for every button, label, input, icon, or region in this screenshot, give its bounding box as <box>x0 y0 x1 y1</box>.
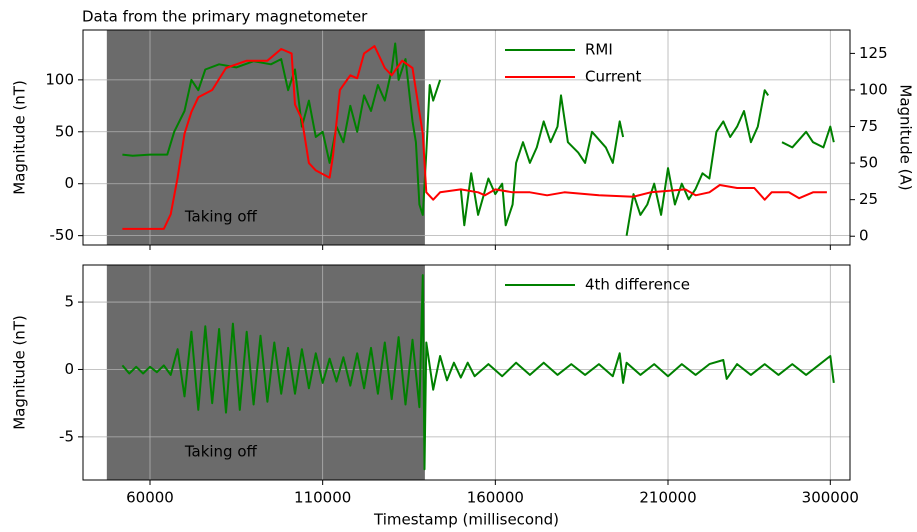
series-line <box>121 274 835 471</box>
y-tick-label: 0 <box>64 360 74 378</box>
y2-tick-label: 125 <box>859 44 888 62</box>
y2-tick-label: 100 <box>859 80 888 98</box>
y-axis-label: Magnitude (nT) <box>11 315 29 430</box>
y2-axis-label: Magnitude (A) <box>897 84 915 190</box>
legend-label: RMI <box>585 41 613 59</box>
x-tick-label: 60000 <box>126 489 174 507</box>
highlight-label: Taking off <box>184 208 258 226</box>
x-axis-label: Timestamp (millisecond) <box>373 511 559 529</box>
highlight-region <box>106 30 425 245</box>
highlight-label: Taking off <box>184 443 258 461</box>
legend-label: 4th difference <box>585 276 690 294</box>
series-line <box>122 42 835 236</box>
y2-tick-label: 0 <box>859 227 869 245</box>
axes-frame <box>82 264 851 481</box>
y2-tick-label: 50 <box>859 154 878 172</box>
y-tick-label: -5 <box>59 427 74 445</box>
y-tick-label: 50 <box>55 122 74 140</box>
y2-tick-label: 25 <box>859 190 878 208</box>
highlight-region <box>106 265 425 480</box>
y-tick-label: -50 <box>50 226 75 244</box>
legend-label: Current <box>585 68 641 86</box>
series-line <box>122 45 827 230</box>
y-tick-label: 0 <box>64 174 74 192</box>
x-tick-label: 300000 <box>802 489 859 507</box>
x-tick-label: 210000 <box>639 489 696 507</box>
axes-frame <box>82 29 851 246</box>
chart-title: Data from the primary magnetometer <box>82 8 368 26</box>
y-tick-label: 100 <box>45 70 74 88</box>
y-tick-label: 5 <box>64 293 74 311</box>
x-tick-label: 110000 <box>294 489 351 507</box>
y2-tick-label: 75 <box>859 117 878 135</box>
x-tick-label: 160000 <box>467 489 524 507</box>
y-axis-label: Magnitude (nT) <box>11 80 29 195</box>
